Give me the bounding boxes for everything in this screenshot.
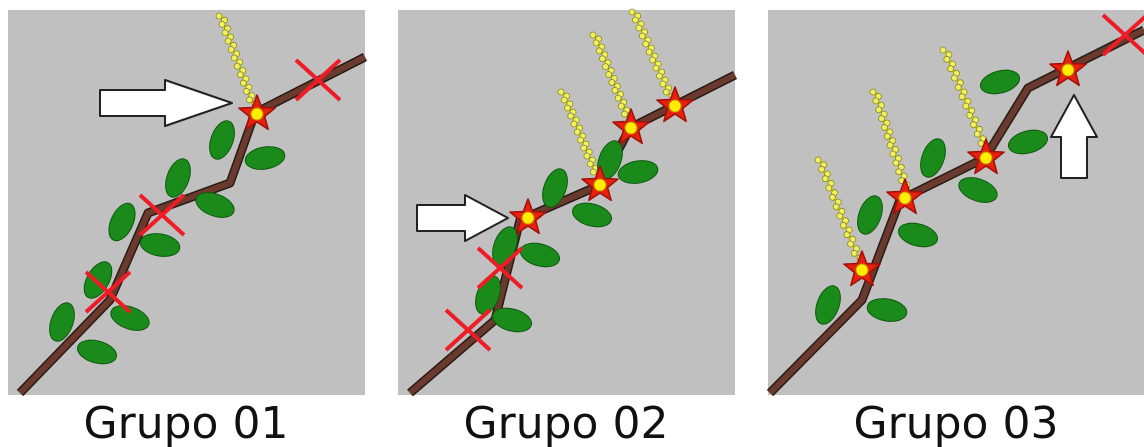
flower-center — [899, 192, 911, 204]
catkin-bead — [234, 63, 240, 69]
catkin-bead — [940, 47, 946, 53]
catkin-bead — [587, 161, 593, 167]
catkin-bead — [590, 169, 596, 175]
panel-label: Grupo 02 — [464, 398, 669, 447]
catkin-bead — [558, 89, 564, 95]
catkin-bead — [632, 17, 638, 23]
catkin-bead — [873, 98, 879, 104]
catkin-bead — [879, 116, 885, 122]
catkin-bead — [815, 157, 821, 163]
catkin-bead — [890, 151, 896, 157]
catkin-bead — [653, 65, 659, 71]
catkin-bead — [581, 145, 587, 151]
catkin-bead — [840, 222, 846, 228]
catkin-bead — [967, 112, 973, 118]
catkin-bead — [596, 48, 602, 54]
catkin-bead — [948, 66, 954, 72]
flower-center — [251, 108, 263, 120]
catkin-bead — [660, 81, 666, 87]
catkin-bead — [959, 94, 965, 100]
catkin-bead — [584, 153, 590, 159]
catkin-bead — [829, 194, 835, 200]
catkin-bead — [944, 56, 950, 62]
catkin-bead — [593, 40, 599, 46]
flower-center — [522, 212, 534, 224]
catkin-bead — [577, 137, 583, 143]
catkin-bead — [612, 87, 618, 93]
catkin-bead — [844, 232, 850, 238]
flower-center — [625, 122, 637, 134]
catkin-bead — [615, 95, 621, 101]
catkin-bead — [851, 250, 857, 256]
catkin-bead — [646, 49, 652, 55]
flower-center — [980, 152, 992, 164]
catkin-bead — [837, 213, 843, 219]
flower-center — [594, 179, 606, 191]
catkin-bead — [243, 88, 249, 94]
panel-label: Grupo 03 — [854, 398, 1059, 447]
catkin-bead — [650, 57, 656, 63]
catkin-bead — [963, 103, 969, 109]
catkin-bead — [896, 169, 902, 175]
catkin-bead — [663, 89, 669, 95]
catkin-bead — [246, 97, 252, 103]
catkin-bead — [887, 142, 893, 148]
catkin-bead — [237, 72, 243, 78]
catkin-bead — [636, 25, 642, 31]
flower-center — [1062, 64, 1074, 76]
catkin-bead — [571, 121, 577, 127]
figure: Grupo 01 Grupo 02 Grupo 03 — [0, 0, 1144, 447]
catkin-bead — [228, 47, 234, 53]
catkin-bead — [970, 122, 976, 128]
catkin-bead — [656, 73, 662, 79]
catkin-bead — [639, 33, 645, 39]
catkin-bead — [225, 38, 231, 44]
catkin-bead — [240, 80, 246, 86]
catkin-bead — [819, 166, 825, 172]
catkin-bead — [222, 30, 228, 36]
catkin-bead — [876, 107, 882, 113]
panel-label: Grupo 01 — [84, 398, 289, 447]
flower-center — [669, 100, 681, 112]
catkin-bead — [848, 241, 854, 247]
catkin-bead — [643, 41, 649, 47]
catkin-bead — [955, 84, 961, 90]
catkin-bead — [564, 105, 570, 111]
catkin-bead — [231, 55, 237, 61]
catkin-bead — [216, 13, 222, 19]
catkin-bead — [884, 133, 890, 139]
catkin-bead — [219, 21, 225, 27]
catkin-bead — [870, 89, 876, 95]
catkin-bead — [561, 97, 567, 103]
catkin-bead — [590, 32, 596, 38]
catkin-bead — [822, 176, 828, 182]
catkin-bead — [629, 9, 635, 15]
catkin-bead — [618, 103, 624, 109]
catkin-bead — [881, 124, 887, 130]
catkin-bead — [574, 129, 580, 135]
catkin-bead — [833, 204, 839, 210]
catkin-bead — [621, 111, 627, 117]
catkin-bead — [893, 160, 899, 166]
catkin-bead — [568, 113, 574, 119]
catkin-bead — [606, 72, 612, 78]
catkin-bead — [609, 79, 615, 85]
catkin-bead — [974, 131, 980, 137]
catkin-bead — [951, 75, 957, 81]
catkin-bead — [826, 185, 832, 191]
flower-center — [856, 264, 868, 276]
catkin-bead — [603, 64, 609, 70]
catkin-bead — [599, 56, 605, 62]
